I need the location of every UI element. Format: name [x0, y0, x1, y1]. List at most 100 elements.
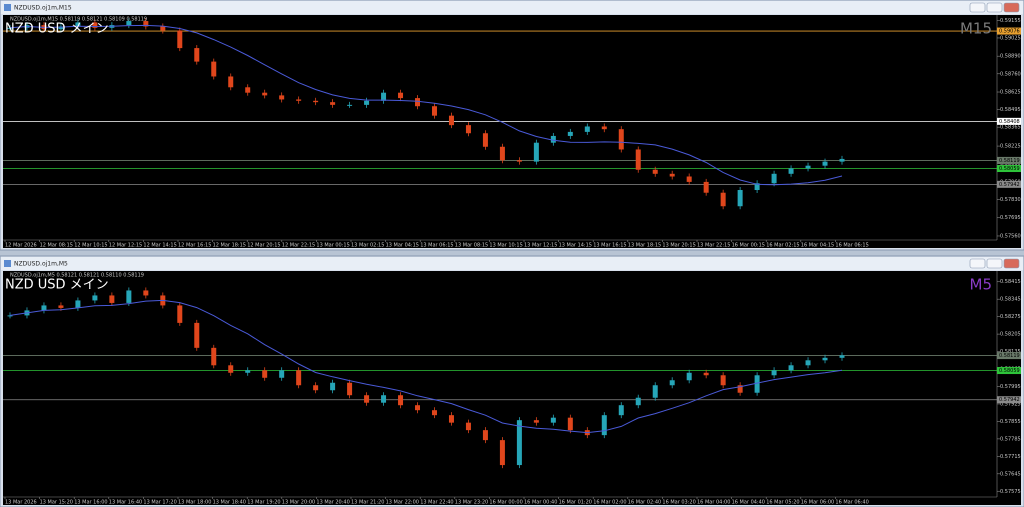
- candle-body: [228, 365, 234, 373]
- window-title: NZDUSD.oj1m,M5: [14, 261, 68, 268]
- y-tick-label: 0.57645: [1000, 471, 1021, 477]
- candle-body: [499, 146, 505, 161]
- x-tick-label: 13 Mar 22:15: [697, 243, 730, 249]
- y-tick-label: 0.57830: [1000, 197, 1021, 203]
- symbol-label: NZD USD メイン: [5, 22, 109, 37]
- candle-body: [482, 430, 488, 441]
- x-tick-label: 16 Mar 06:15: [835, 243, 868, 249]
- x-tick-label: 13 Mar 18:00: [178, 500, 211, 506]
- candle-body: [279, 95, 285, 100]
- candle-body: [296, 99, 302, 101]
- chart-info: NZDUSD.oj1m,M15 0.58119 0.58121 0.58109 …: [10, 17, 147, 23]
- candle-body: [194, 322, 200, 348]
- y-tick-label: 0.58275: [1000, 314, 1021, 320]
- maximize-button[interactable]: [986, 2, 1003, 13]
- level-tag: [997, 396, 1021, 404]
- level-tag: [997, 367, 1021, 375]
- x-tick-label: 13 Mar 23:20: [455, 500, 488, 506]
- x-tick-label: 13 Mar 02:15: [351, 243, 384, 249]
- candle-body: [160, 26, 166, 31]
- candle-body: [398, 92, 404, 99]
- candle-body: [720, 375, 726, 386]
- x-tick-label: 12 Mar 2026: [5, 243, 37, 249]
- candle-body: [584, 126, 590, 132]
- candle-body: [177, 305, 183, 323]
- x-tick-label: 16 Mar 02:40: [628, 500, 661, 506]
- window-icon: [4, 4, 11, 11]
- x-tick-label: 12 Mar 08:15: [40, 243, 73, 249]
- moving-average: [9, 299, 843, 434]
- level-tag: [997, 352, 1021, 360]
- chart-info: NZDUSD.oj1m,M5 0.58121 0.58121 0.58110 0…: [10, 273, 144, 279]
- candle-body: [415, 98, 421, 107]
- candle-body: [381, 395, 387, 403]
- candle-body: [805, 360, 811, 366]
- x-tick-label: 16 Mar 05:20: [766, 500, 799, 506]
- y-tick-label: 0.58760: [1000, 71, 1021, 77]
- x-tick-label: 12 Mar 22:15: [282, 243, 315, 249]
- candle-body: [465, 422, 471, 431]
- timeframe-label: M5: [970, 276, 993, 294]
- y-tick-label: 0.58365: [1000, 125, 1021, 131]
- level-label: 0.58059: [999, 166, 1020, 172]
- candle-body: [618, 405, 624, 416]
- candle-body: [75, 300, 81, 308]
- candle-body: [635, 149, 641, 170]
- minimize-button[interactable]: [969, 2, 986, 13]
- x-tick-label: 13 Mar 22:40: [420, 500, 453, 506]
- candle-body: [618, 129, 624, 150]
- candle-body: [364, 100, 370, 105]
- close-button[interactable]: [1003, 258, 1020, 269]
- level-label: 0.58119: [999, 353, 1020, 359]
- x-tick-label: 16 Mar 04:00: [697, 500, 730, 506]
- y-tick-label: 0.57715: [1000, 454, 1021, 460]
- x-tick-label: 16 Mar 03:20: [662, 500, 695, 506]
- level-label: 0.58059: [999, 368, 1020, 374]
- y-tick-label: 0.58415: [1000, 279, 1021, 285]
- x-tick-label: 13 Mar 22:00: [386, 500, 419, 506]
- candle-body: [635, 397, 641, 406]
- y-tick-label: 0.57785: [1000, 436, 1021, 442]
- x-tick-label: 16 Mar 04:15: [801, 243, 834, 249]
- maximize-button[interactable]: [986, 258, 1003, 269]
- y-tick-label: 0.58345: [1000, 297, 1021, 303]
- x-tick-label: 16 Mar 06:00: [801, 500, 834, 506]
- chart-window: NZDUSD.oj1m,M5 0.58415 0.58345 0.58275 0.582…: [0, 255, 1024, 507]
- level-tag: [997, 180, 1021, 188]
- x-tick-label: 16 Mar 00:00: [489, 500, 522, 506]
- x-tick-label: 12 Mar 10:15: [74, 243, 107, 249]
- candle-body: [788, 365, 794, 371]
- x-tick-label: 13 Mar 16:15: [593, 243, 626, 249]
- candle-body: [533, 420, 539, 423]
- x-tick-label: 16 Mar 02:00: [593, 500, 626, 506]
- candle-body: [296, 370, 302, 386]
- candle-body: [143, 290, 149, 296]
- candle-body: [669, 380, 675, 386]
- candle-body: [431, 410, 437, 416]
- candle-body: [448, 415, 454, 423]
- candle-body: [737, 385, 743, 393]
- close-button[interactable]: [1003, 2, 1020, 13]
- candle-body: [550, 417, 556, 423]
- x-tick-label: 13 Mar 21:20: [351, 500, 384, 506]
- minimize-button[interactable]: [969, 258, 986, 269]
- level-label: 0.58119: [999, 158, 1020, 164]
- candle-body: [822, 161, 828, 166]
- candle-body: [313, 385, 319, 391]
- candle-body: [431, 106, 437, 116]
- candle-body: [262, 92, 268, 96]
- x-tick-label: 13 Mar 16:00: [74, 500, 107, 506]
- level-label: 0.58408: [999, 119, 1020, 125]
- candle-body: [533, 142, 539, 162]
- x-tick-label: 16 Mar 02:15: [766, 243, 799, 249]
- y-tick-label: 0.57855: [1000, 419, 1021, 425]
- candle-body: [92, 22, 98, 28]
- candle-body: [58, 305, 64, 308]
- window-icon: [4, 260, 11, 267]
- level-label: 0.57942: [999, 397, 1020, 403]
- y-tick-label: 0.57575: [1000, 489, 1021, 495]
- x-tick-label: 13 Mar 17:20: [143, 500, 176, 506]
- x-tick-label: 13 Mar 04:15: [386, 243, 419, 249]
- candle-body: [839, 158, 845, 162]
- x-tick-label: 12 Mar 20:15: [247, 243, 280, 249]
